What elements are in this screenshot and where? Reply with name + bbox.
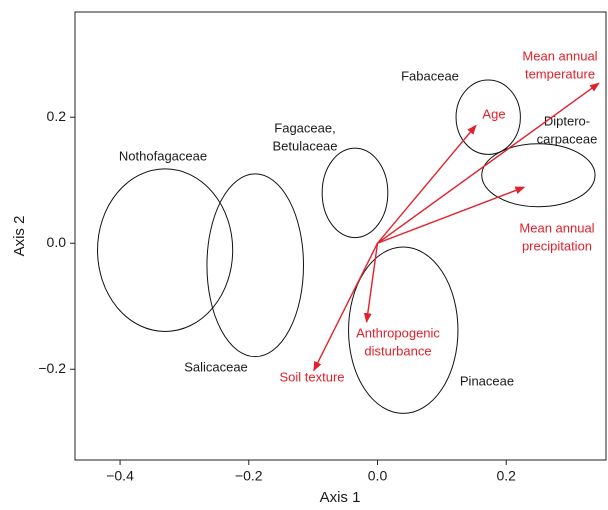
group-label: carpaceae [537, 131, 598, 146]
vector-label: precipitation [522, 238, 592, 253]
group-label: Diptero- [544, 113, 590, 128]
y-tick-label: −0.2 [38, 360, 66, 376]
vector-label: Age [482, 106, 505, 121]
y-tick-label: 0.2 [47, 108, 67, 124]
x-tick-label: −0.4 [106, 468, 134, 484]
plot-frame [74, 11, 607, 461]
x-tick-label: 0.0 [368, 468, 388, 484]
group-ellipse [455, 79, 521, 155]
x-tick-label: −0.2 [235, 468, 263, 484]
group-ellipse [97, 168, 234, 332]
vector-label: Mean annual [522, 48, 597, 63]
group-label: Betulaceae [272, 138, 337, 153]
vector-arrow [376, 124, 477, 244]
vector-label: temperature [525, 66, 595, 81]
group-ellipse [321, 147, 389, 239]
group-label: Pinaceae [460, 373, 514, 388]
group-label: Salicaceae [184, 359, 248, 374]
vector-arrow [313, 242, 379, 372]
vector-label: Soil texture [279, 369, 344, 384]
x-tick-label: 0.2 [497, 468, 517, 484]
vector-arrow [377, 82, 600, 244]
group-label: Nothofagaceae [119, 148, 207, 163]
y-tick-label: 0.0 [47, 234, 67, 250]
vector-arrow [363, 243, 379, 323]
vector-label: disturbance [364, 343, 431, 358]
vector-label: Anthropogenic [356, 325, 440, 340]
vector-label: Mean annual [519, 220, 594, 235]
vector-arrow [377, 186, 526, 244]
group-label: Fabaceae [401, 68, 459, 83]
y-axis-label: Axis 2 [11, 216, 28, 257]
group-ellipse [481, 143, 596, 208]
group-label: Fagaceae, [274, 120, 335, 135]
x-axis-label: Axis 1 [320, 489, 361, 506]
group-ellipse [206, 173, 304, 358]
group-ellipse [348, 246, 459, 414]
